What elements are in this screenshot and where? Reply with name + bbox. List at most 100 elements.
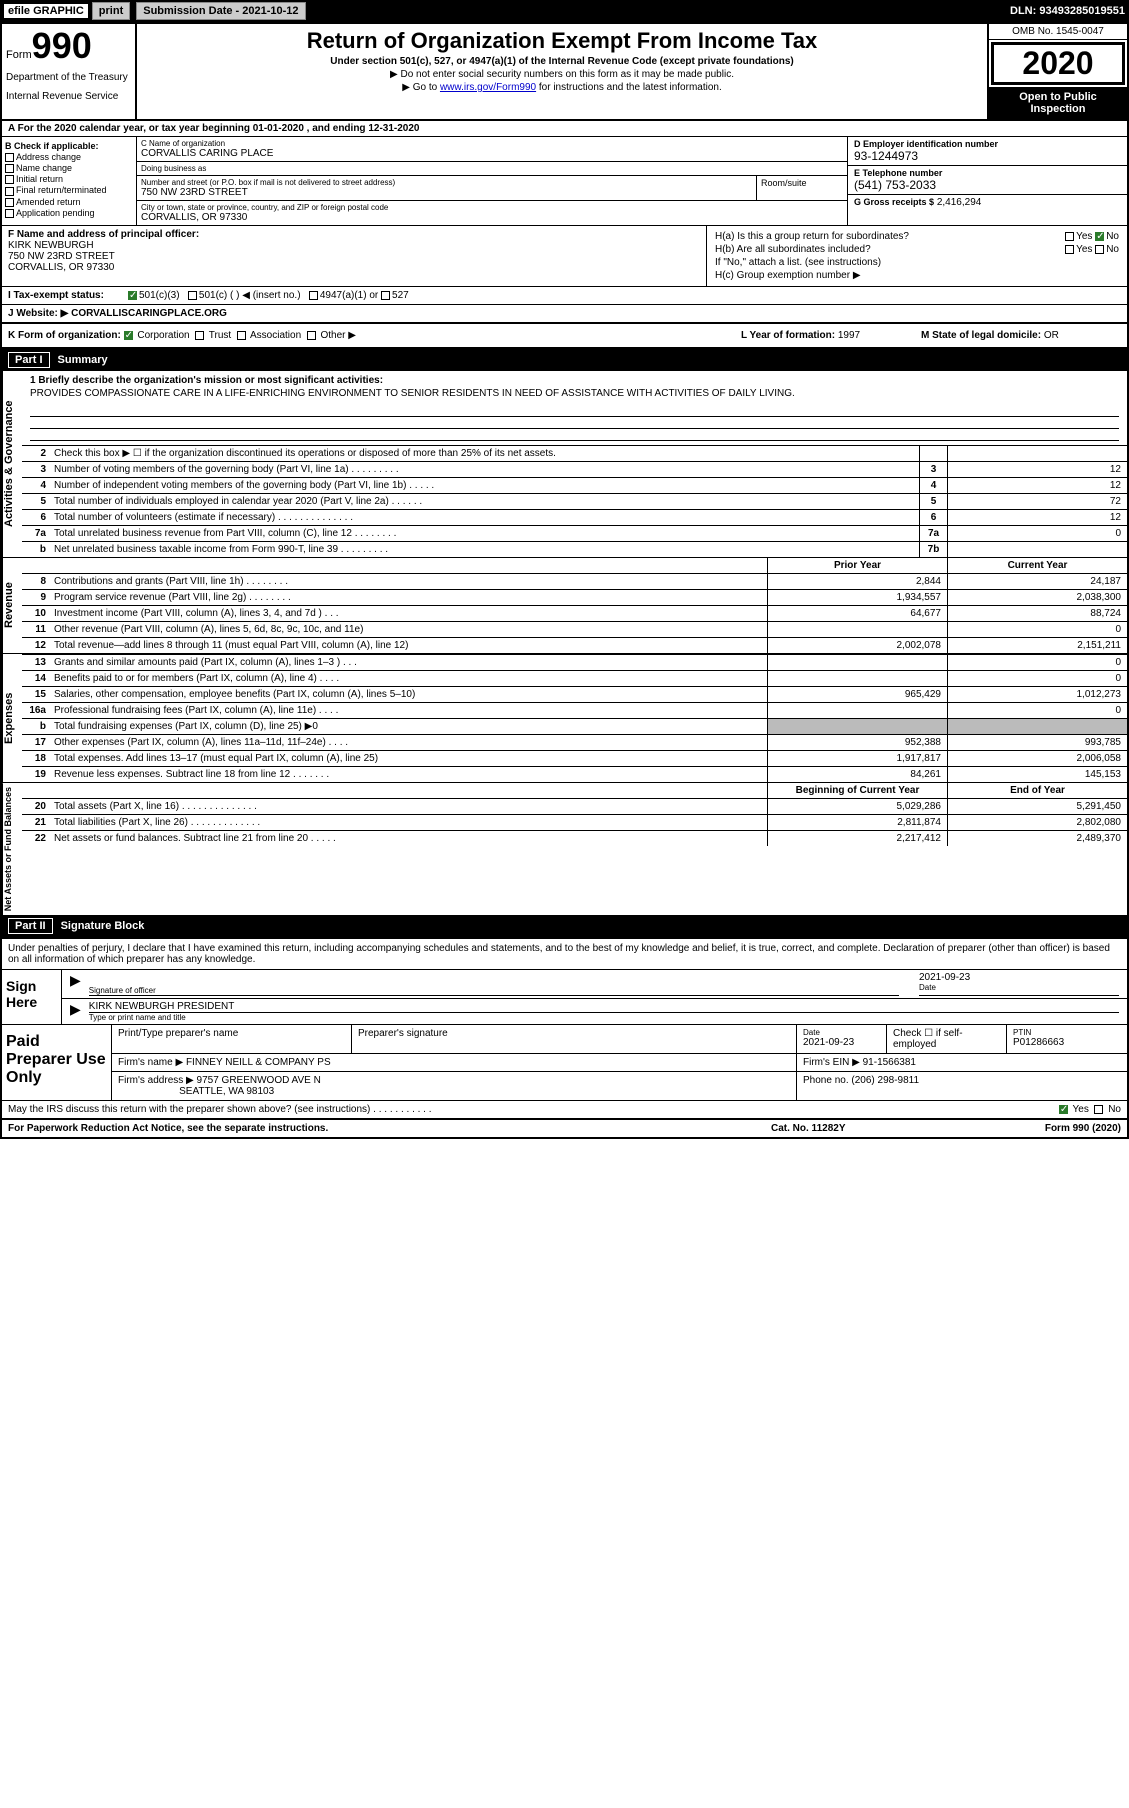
officer-label: F Name and address of principal officer: (8, 229, 700, 240)
revenue-body: Revenue Prior Year Current Year 8 Contri… (2, 557, 1127, 653)
print-button[interactable]: print (92, 2, 130, 20)
side-netassets: Net Assets or Fund Balances (2, 783, 22, 915)
fg-row: F Name and address of principal officer:… (2, 226, 1127, 287)
hb-no-chk[interactable] (1095, 245, 1104, 254)
period-row: A For the 2020 calendar year, or tax yea… (2, 121, 1127, 137)
perjury-statement: Under penalties of perjury, I declare th… (2, 939, 1127, 969)
part1-header: Part I Summary (2, 349, 1127, 371)
side-expenses: Expenses (2, 654, 22, 782)
footer: For Paperwork Reduction Act Notice, see … (2, 1118, 1127, 1137)
firm-name: FINNEY NEILL & COMPANY PS (186, 1057, 331, 1068)
data-line: 15 Salaries, other compensation, employe… (22, 686, 1127, 702)
officer-typed-name: KIRK NEWBURGH PRESIDENT (89, 1001, 1119, 1013)
data-line: 10 Investment income (Part VIII, column … (22, 605, 1127, 621)
part2-header: Part II Signature Block (2, 915, 1127, 937)
hc-label: H(c) Group exemption number ▶ (715, 270, 1119, 281)
gov-line: 7a Total unrelated business revenue from… (22, 525, 1127, 541)
header-right: OMB No. 1545-0047 2020 Open to Public In… (987, 24, 1127, 119)
box-klm: K Form of organization: Corporation Trus… (2, 324, 1127, 349)
data-line: 13 Grants and similar amounts paid (Part… (22, 654, 1127, 670)
chk-501c[interactable] (188, 291, 197, 300)
data-line: b Total fundraising expenses (Part IX, c… (22, 718, 1127, 734)
part2-title: Signature Block (61, 920, 145, 932)
chk-address-change[interactable]: Address change (5, 152, 133, 162)
prior-year-hdr: Prior Year (767, 558, 947, 573)
addr-label: Number and street (or P.O. box if mail i… (141, 178, 752, 187)
chk-527[interactable] (381, 291, 390, 300)
submission-date-button[interactable]: Submission Date - 2021-10-12 (136, 2, 305, 20)
data-line: 16a Professional fundraising fees (Part … (22, 702, 1127, 718)
dln-label: DLN: 93493285019551 (1010, 5, 1125, 17)
box-j: J Website: ▶ CORVALLISCARINGPLACE.ORG (2, 305, 1127, 324)
gov-line: b Net unrelated business taxable income … (22, 541, 1127, 557)
cat-number: Cat. No. 11282Y (771, 1123, 971, 1134)
form-container: Form990 Department of the Treasury Inter… (0, 22, 1129, 1139)
typed-name-label: Type or print name and title (89, 1013, 1119, 1022)
data-line: 18 Total expenses. Add lines 13–17 (must… (22, 750, 1127, 766)
org-name-label: C Name of organization (141, 139, 843, 148)
netassets-body: Net Assets or Fund Balances Beginning of… (2, 782, 1127, 915)
discuss-no-chk[interactable] (1094, 1105, 1103, 1114)
arrow-icon: ▶ (70, 1001, 81, 1022)
self-employed-label: Check ☐ if self-employed (887, 1025, 1007, 1053)
chk-trust[interactable] (195, 331, 204, 340)
gov-line: 2 Check this box ▶ ☐ if the organization… (22, 445, 1127, 461)
omb-number: OMB No. 1545-0047 (989, 24, 1127, 40)
officer-addr1: 750 NW 23RD STREET (8, 251, 700, 262)
hb-label: H(b) Are all subordinates included? (715, 244, 1030, 255)
ein-value: 93-1244973 (854, 149, 1121, 163)
form-title: Return of Organization Exempt From Incom… (145, 28, 979, 54)
gov-line: 6 Total number of volunteers (estimate i… (22, 509, 1127, 525)
dba-label: Doing business as (141, 164, 843, 173)
data-line: 12 Total revenue—add lines 8 through 11 … (22, 637, 1127, 653)
hb-yes-chk[interactable] (1065, 245, 1074, 254)
box-h: H(a) Is this a group return for subordin… (707, 226, 1127, 286)
ha-yes-chk[interactable] (1065, 232, 1074, 241)
irs-link[interactable]: www.irs.gov/Form990 (440, 82, 536, 93)
form-word: Form (6, 49, 32, 61)
firm-phone: (206) 298-9811 (851, 1075, 919, 1086)
data-line: 9 Program service revenue (Part VIII, li… (22, 589, 1127, 605)
paid-preparer-block: Paid Preparer Use Only Print/Type prepar… (2, 1024, 1127, 1100)
website-value: CORVALLISCARINGPLACE.ORG (71, 308, 227, 319)
chk-amended-return[interactable]: Amended return (5, 197, 133, 207)
ptin-value: P01286663 (1013, 1037, 1121, 1048)
chk-final-return[interactable]: Final return/terminated (5, 185, 133, 195)
year-formation: 1997 (838, 330, 860, 341)
end-year-hdr: End of Year (947, 783, 1127, 798)
org-name: CORVALLIS CARING PLACE (141, 148, 843, 159)
chk-assoc[interactable] (237, 331, 246, 340)
chk-name-change[interactable]: Name change (5, 163, 133, 173)
officer-name: KIRK NEWBURGH (8, 240, 700, 251)
gross-receipts-value: 2,416,294 (937, 197, 982, 208)
chk-app-pending[interactable]: Application pending (5, 208, 133, 218)
domicile-label: M State of legal domicile: (921, 330, 1041, 341)
part2-num: Part II (8, 918, 53, 934)
prep-date: 2021-09-23 (803, 1037, 880, 1048)
discuss-yes-chk[interactable] (1059, 1105, 1068, 1114)
gov-line: 5 Total number of individuals employed i… (22, 493, 1127, 509)
form-number: 990 (32, 25, 92, 66)
summary-body: Activities & Governance 1 Briefly descri… (2, 371, 1127, 557)
expenses-body: Expenses 13 Grants and similar amounts p… (2, 653, 1127, 782)
chk-4947[interactable] (309, 291, 318, 300)
tax-year: 2020 (991, 42, 1125, 85)
phone-value: (541) 753-2033 (854, 178, 1121, 192)
form-org-label: K Form of organization: (8, 330, 121, 341)
form-footer: Form 990 (2020) (971, 1123, 1121, 1134)
room-suite-label: Room/suite (757, 176, 847, 200)
domicile: OR (1044, 330, 1059, 341)
box-f: F Name and address of principal officer:… (2, 226, 707, 286)
chk-other[interactable] (307, 331, 316, 340)
firm-addr1: 9757 GREENWOOD AVE N (197, 1075, 321, 1086)
efile-label: efile GRAPHIC (4, 4, 88, 18)
phone-label: E Telephone number (854, 168, 1121, 178)
chk-501c3[interactable] (128, 291, 137, 300)
ssn-note: ▶ Do not enter social security numbers o… (145, 69, 979, 80)
tax-status-label: I Tax-exempt status: (8, 290, 128, 301)
chk-corp[interactable] (124, 331, 133, 340)
ha-no-chk[interactable] (1095, 232, 1104, 241)
dept-irs: Internal Revenue Service (6, 91, 131, 102)
chk-initial-return[interactable]: Initial return (5, 174, 133, 184)
discuss-question: May the IRS discuss this return with the… (8, 1104, 1059, 1115)
